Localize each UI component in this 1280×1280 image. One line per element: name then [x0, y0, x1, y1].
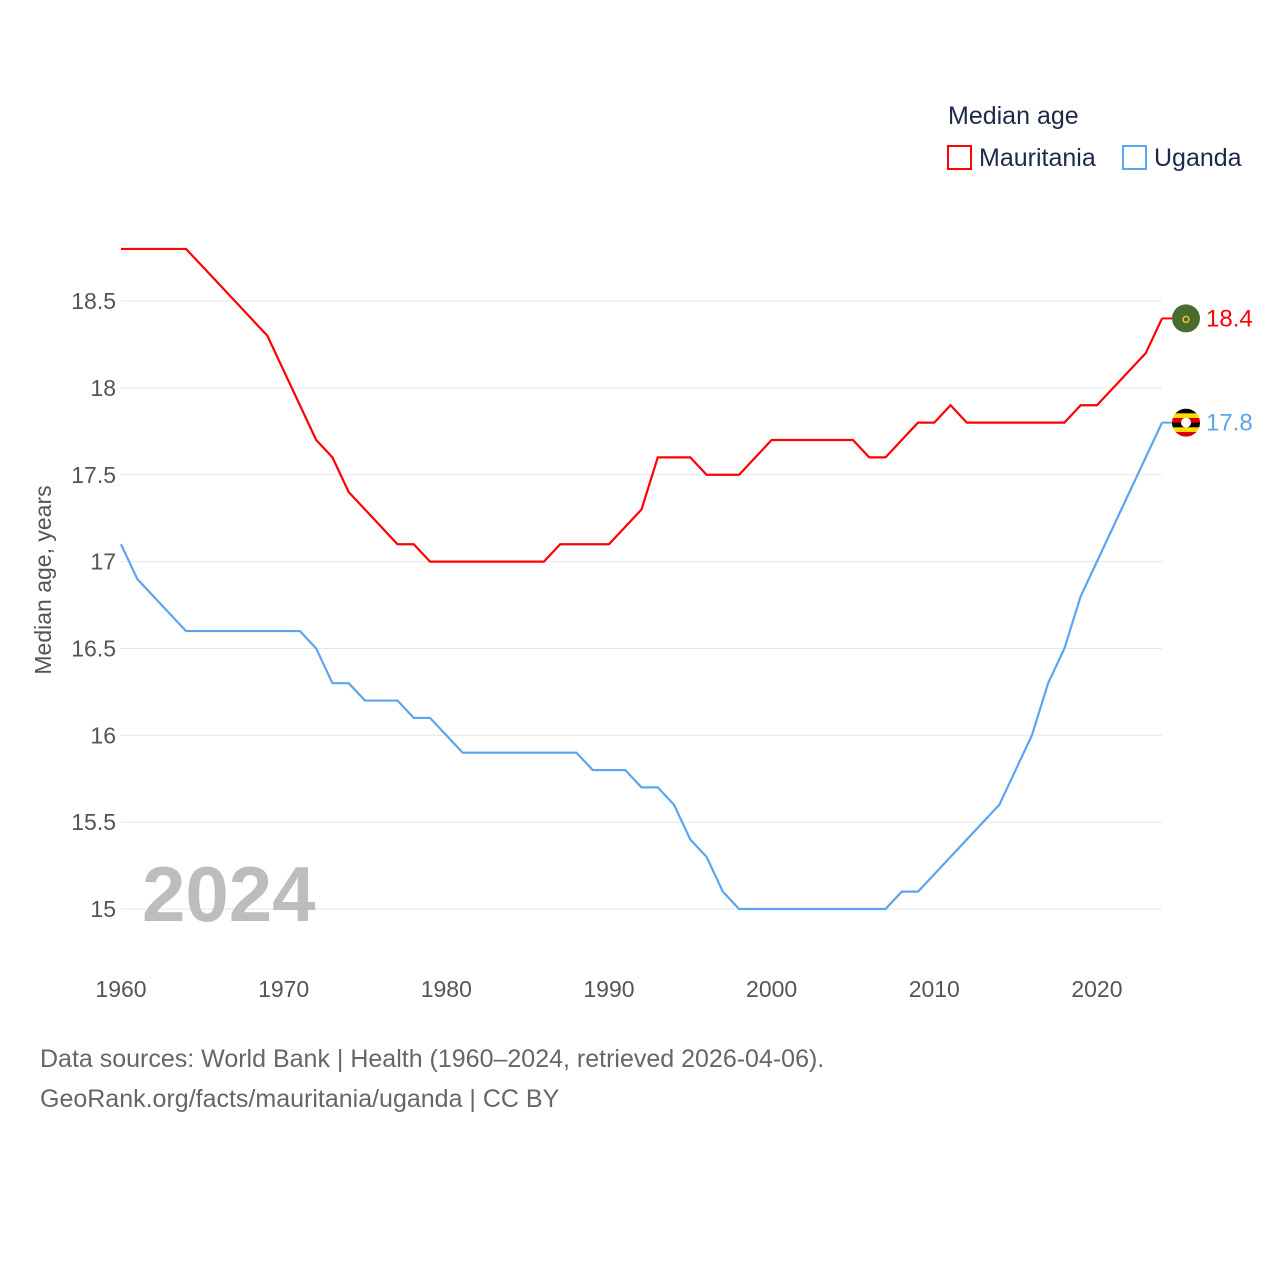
legend-label-uganda[interactable]: Uganda [1154, 144, 1242, 172]
year-watermark: 2024 [142, 850, 316, 938]
x-tick-label: 2020 [1071, 976, 1122, 1002]
uganda-flag-icon [1172, 408, 1200, 437]
x-tick-label: 2000 [746, 976, 797, 1002]
y-tick-label: 16.5 [71, 635, 116, 661]
y-axis-label: Median age, years [30, 485, 56, 674]
x-tick-label: 1960 [95, 976, 146, 1002]
footer-link[interactable]: GeoRank.org/facts/mauritania/uganda | CC… [40, 1085, 560, 1113]
y-tick-label: 15 [90, 896, 116, 922]
footer-sources: Data sources: World Bank | Health (1960–… [40, 1045, 825, 1073]
mauritania-flag-icon [1172, 304, 1200, 333]
legend-label-mauritania[interactable]: Mauritania [979, 144, 1096, 172]
x-tick-label: 1980 [421, 976, 472, 1002]
legend-swatch-uganda[interactable] [1122, 145, 1147, 170]
series-line-uganda[interactable] [120, 422, 1163, 911]
x-tick-label: 1990 [583, 976, 634, 1002]
legend-swatch-mauritania[interactable] [947, 145, 972, 170]
y-tick-label: 17.5 [71, 462, 116, 488]
y-tick-label: 16 [90, 722, 116, 748]
legend: Median age Mauritania Uganda [947, 102, 1242, 172]
x-tick-label: 1970 [258, 976, 309, 1002]
end-value-label: 17.8 [1206, 410, 1253, 437]
y-tick-label: 18 [90, 375, 116, 401]
x-tick-label: 2010 [909, 976, 960, 1002]
y-tick-label: 15.5 [71, 809, 116, 835]
legend-title: Median age [948, 102, 1079, 130]
series-line-mauritania[interactable] [121, 247, 1163, 563]
end-value-label: 18.4 [1206, 305, 1253, 332]
y-tick-label: 18.5 [71, 288, 116, 314]
y-tick-label: 17 [90, 549, 116, 575]
